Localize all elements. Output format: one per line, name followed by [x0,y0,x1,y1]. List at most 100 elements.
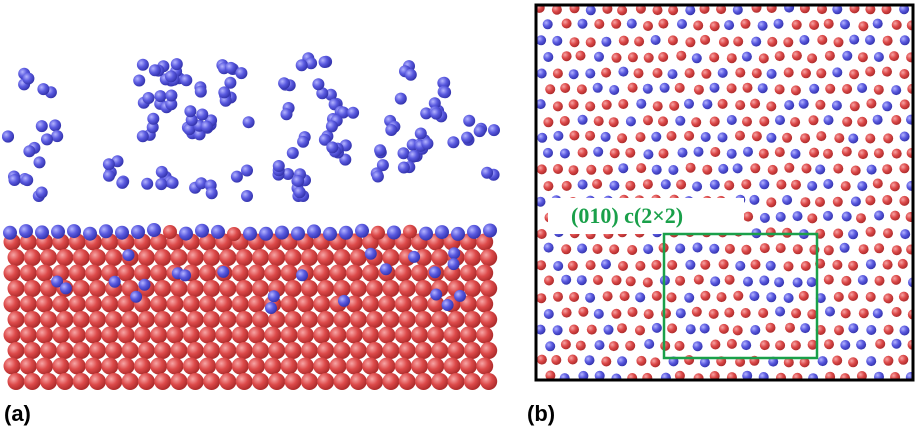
red-atom [907,339,912,350]
blue-atom [141,177,154,190]
red-atom [186,311,204,328]
red-atom [675,275,686,286]
red-atom [280,264,298,282]
red-atom [199,233,217,251]
blue-atom [718,163,729,174]
red-atom [890,372,901,379]
red-atom [329,357,347,375]
red-atom [807,53,818,64]
blue-atom [732,6,743,15]
red-atom [248,357,265,375]
red-atom [133,264,151,282]
red-atom [52,295,70,313]
blue-atom [537,35,547,46]
blue-atom [643,244,654,255]
blue-atom [850,196,861,207]
red-atom [40,342,58,359]
blue-atom [677,19,687,29]
red-atom [833,163,844,174]
red-atom [891,19,902,30]
red-atom [85,357,102,375]
red-atom [394,264,412,282]
blue-atom [414,127,427,140]
red-atom [544,275,554,286]
red-atom [23,280,41,297]
red-atom [700,259,711,270]
blue-atom [774,277,785,288]
blue-atom [823,210,833,221]
red-atom [300,311,318,328]
red-atom [411,264,428,282]
red-atom [215,326,233,344]
blue-atom [832,67,843,78]
blue-atom [651,131,662,142]
blue-atom [51,224,65,239]
red-atom [284,280,302,297]
blue-atom [364,247,377,260]
blue-atom [848,323,859,334]
blue-atom [292,175,305,187]
red-atom [264,326,282,344]
red-atom [154,342,172,359]
red-atom [569,130,580,141]
red-atom [791,179,801,190]
red-atom [807,213,818,224]
blue-atom [41,133,53,146]
blue-atom [693,146,704,157]
blue-atom [235,67,248,80]
red-atom [252,280,269,297]
red-atom [824,50,835,61]
red-atom [832,196,843,207]
blue-atom [537,68,547,79]
red-atom [799,6,810,14]
blue-atom [305,57,318,70]
red-atom [602,6,613,14]
blue-atom [35,186,48,199]
blue-atom [839,242,850,253]
red-atom [431,249,449,266]
red-atom [235,373,253,390]
red-atom [658,148,669,159]
blue-atom [906,180,912,191]
red-atom [345,357,363,375]
blue-atom [102,158,115,171]
red-atom [635,132,646,143]
blue-atom [51,275,64,288]
red-atom [875,338,886,349]
red-atom [627,245,638,255]
blue-atom [397,147,410,160]
red-atom [105,249,123,266]
red-atom [569,37,580,48]
red-atom [609,244,620,255]
red-atom [849,101,860,112]
blue-atom [467,224,481,239]
red-atom [137,249,155,266]
blue-atom [592,82,603,93]
red-atom [658,18,669,29]
red-atom [791,308,802,319]
red-atom [872,178,883,189]
blue-atom [8,174,21,186]
red-atom [718,259,729,270]
blue-atom [857,181,868,192]
red-atom [635,6,646,14]
red-atom [685,37,696,48]
red-atom [219,373,237,390]
red-atom [576,84,587,95]
red-atom [403,224,417,239]
red-atom [85,264,102,282]
red-atom [150,233,168,251]
red-atom [121,373,139,390]
red-atom [766,6,777,13]
red-atom [329,264,347,282]
red-atom [666,131,677,141]
red-atom [735,67,746,78]
blue-atom [806,277,817,288]
red-atom [674,340,685,351]
blue-atom [905,372,912,379]
red-atom [284,342,302,359]
blue-atom [749,291,760,302]
blue-atom [699,323,710,334]
red-atom [742,116,752,127]
red-atom [735,356,746,367]
